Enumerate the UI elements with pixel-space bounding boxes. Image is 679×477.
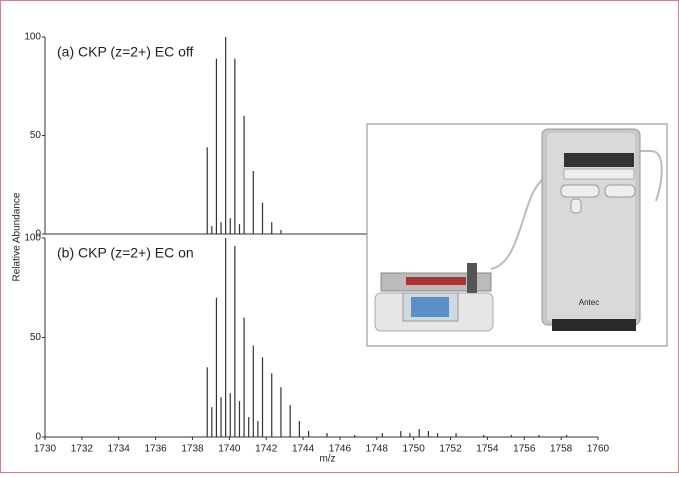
x-tick-label: 1754 bbox=[476, 444, 499, 455]
y-tick-label: 0 bbox=[35, 432, 41, 443]
x-tick-label: 1746 bbox=[329, 444, 352, 455]
x-tick-label: 1742 bbox=[255, 444, 278, 455]
brand-label: Antec bbox=[579, 298, 599, 307]
y-tick-label: 100 bbox=[24, 32, 41, 43]
y-axis-label: Relative Abundance bbox=[12, 192, 23, 281]
x-tick-label: 1756 bbox=[513, 444, 536, 455]
x-tick-label: 1744 bbox=[292, 444, 315, 455]
y-tick-label: 50 bbox=[30, 130, 42, 141]
panel-title: (a) CKP (z=2+) EC off bbox=[57, 44, 194, 60]
x-tick-label: 1760 bbox=[587, 444, 610, 455]
x-tick-label: 1738 bbox=[181, 444, 204, 455]
x-tick-label: 1752 bbox=[439, 444, 462, 455]
x-tick-label: 1748 bbox=[366, 444, 389, 455]
x-tick-label: 1758 bbox=[550, 444, 573, 455]
x-tick-label: 1730 bbox=[34, 444, 57, 455]
x-tick-label: 1732 bbox=[71, 444, 94, 455]
x-tick-label: 1734 bbox=[108, 444, 131, 455]
x-tick-label: 1740 bbox=[218, 444, 241, 455]
x-axis-label: m/z bbox=[319, 454, 335, 465]
x-tick-label: 1750 bbox=[403, 444, 426, 455]
x-tick-label: 1736 bbox=[144, 444, 167, 455]
y-tick-label: 50 bbox=[30, 332, 42, 343]
y-tick-label: 0 bbox=[35, 229, 41, 240]
instrument-photo: Antec bbox=[366, 123, 668, 347]
panel-title: (b) CKP (z=2+) EC on bbox=[57, 245, 194, 261]
y-tick-label: 100 bbox=[24, 233, 41, 244]
